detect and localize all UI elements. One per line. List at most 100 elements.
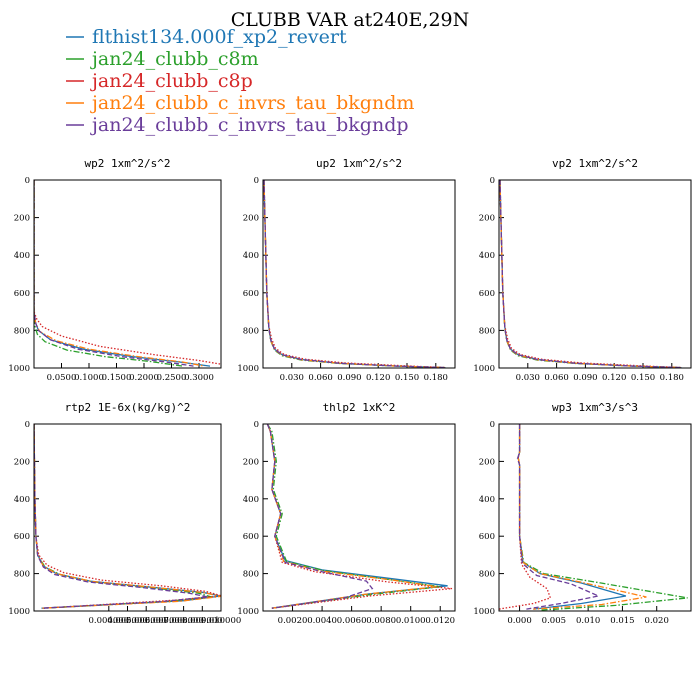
panel-1-ytick-label: 600 <box>14 289 30 299</box>
panel-2-ytick-label: 1000 <box>237 364 259 374</box>
panel-5-series-2-line <box>266 424 441 609</box>
panel-6: wp3 1xm^3/s^3 0 200 400 600 800 1000 0.000 0.005… <box>473 401 692 626</box>
panel-4-xtick-label: 0.006000 <box>126 616 167 626</box>
panel-5-series-3-line <box>266 424 453 609</box>
panel-5-xtick-label: 0.0040 <box>307 616 337 626</box>
panel-5-ytick-label: 800 <box>243 570 259 580</box>
panel-6-series-5-line <box>516 424 601 610</box>
panel-1-xtick-label: 0.0500 <box>47 373 77 383</box>
panel-2-ytick-label: 200 <box>243 214 259 224</box>
panel-5-xtick-label: 0.0080 <box>366 616 396 626</box>
panel-2-series-5-line <box>263 180 446 368</box>
panel-2-series-2-line <box>263 180 446 368</box>
panel-2-ytick-label: 0 <box>254 176 259 186</box>
panel-4-xtick-label: 0.007000 <box>145 616 186 626</box>
panel-3-xtick-label: 0.090 <box>573 373 597 383</box>
panel-4-ytick-label: 800 <box>14 570 30 580</box>
panel-1-ytick-label: 1000 <box>8 364 30 374</box>
panel-5-ytick-label: 200 <box>243 457 259 467</box>
panel-5-xtick-label: 0.0020 <box>278 616 308 626</box>
panel-3-ytick-label: 1000 <box>473 364 495 374</box>
panel-6-xtick-label: 0.015 <box>610 616 634 626</box>
panel-4-frame <box>33 423 222 612</box>
panel-6-series-3-line <box>499 424 552 610</box>
panel-3-ytick-label: 400 <box>479 251 495 261</box>
legend: flthist134.000f_xp2_revertjan24_clubb_c8… <box>66 26 414 136</box>
legend-label-1: flthist134.000f_xp2_revert <box>92 26 347 48</box>
panel-1-ytick-label: 0 <box>25 176 30 186</box>
panel-4-xtick-label: 0.010000 <box>201 616 242 626</box>
legend-label-3: jan24_clubb_c8p <box>90 70 253 92</box>
panel-3-series-1-line <box>499 180 682 368</box>
panel-5-ytick-label: 0 <box>254 420 259 430</box>
panel-3-series-5-line <box>499 180 682 368</box>
panel-2-series-1-line <box>263 180 446 368</box>
panel-2-xtick-label: 0.180 <box>424 373 448 383</box>
panel-3: vp2 1xm^2/s^2 0 200 400 600 800 1000 0.030 0.060… <box>473 157 692 383</box>
panel-1-xtick-label: 0.2500 <box>157 373 187 383</box>
panel-4-series-3-line <box>34 424 221 609</box>
panel-5-title: thlp2 1xK^2 <box>323 401 396 414</box>
panel-3-ytick-label: 800 <box>479 326 495 336</box>
panel-1-series-2-line <box>34 180 183 367</box>
figure-title: CLUBB VAR at240E,29N <box>231 9 470 31</box>
panels: wp2 1xm^2/s^2 0 200 400 600 800 1000 0.05000.10… <box>8 157 692 626</box>
panel-1-series-4-line <box>34 180 205 367</box>
panel-4-series-1-line <box>34 424 221 609</box>
panel-4-title: rtp2 1E-6x(kg/kg)^2 <box>65 401 191 414</box>
panel-3-frame <box>498 179 692 369</box>
panel-1-xtick-label: 0.2000 <box>129 373 159 383</box>
panel-3-xtick-label: 0.180 <box>660 373 684 383</box>
panel-3-ytick-label: 0 <box>490 176 495 186</box>
panel-2-series-3-line <box>263 180 446 368</box>
panel-6-series-4-line <box>517 424 647 610</box>
panel-2-frame <box>262 179 456 369</box>
panel-5: thlp2 1xK^2 0 200 400 600 800 1000 0.0020 0.0040… <box>237 401 456 626</box>
panel-5-ytick-label: 600 <box>243 532 259 542</box>
panel-4-xtick-label: 0.005000 <box>107 616 148 626</box>
panel-2: up2 1xm^2/s^2 0 200 400 600 800 1000 0.030 0.060… <box>237 157 456 383</box>
panel-2-ytick-label: 600 <box>243 289 259 299</box>
panel-5-series-4-line <box>266 424 438 609</box>
panel-3-xtick-label: 0.150 <box>631 373 655 383</box>
panel-3-xtick-label: 0.030 <box>516 373 540 383</box>
panel-4-series-2-line <box>34 424 212 609</box>
panel-1-ytick-label: 800 <box>14 326 30 336</box>
panel-4-ytick-label: 400 <box>14 495 30 505</box>
panel-3-series-3-line <box>499 180 682 368</box>
panel-4-ytick-label: 0 <box>25 420 30 430</box>
panel-4-xtick-label: 0.008000 <box>163 616 204 626</box>
panel-4-xtick-label: 0.004000 <box>89 616 130 626</box>
panel-4-series-4-line <box>34 424 221 609</box>
panel-3-title: vp2 1xm^2/s^2 <box>552 157 638 170</box>
panel-2-title: up2 1xm^2/s^2 <box>316 157 402 170</box>
panel-6-series-1-line <box>517 424 627 610</box>
panel-3-ytick-label: 600 <box>479 289 495 299</box>
panel-4-ytick-label: 600 <box>14 532 30 542</box>
panel-2-ytick-label: 400 <box>243 251 259 261</box>
panel-6-ytick-label: 600 <box>479 532 495 542</box>
panel-2-xtick-label: 0.120 <box>366 373 390 383</box>
legend-label-2: jan24_clubb_c8m <box>90 48 259 70</box>
panel-3-xtick-label: 0.060 <box>544 373 568 383</box>
panel-1-frame <box>33 179 222 369</box>
panel-2-xtick-label: 0.150 <box>395 373 419 383</box>
panel-1-title: wp2 1xm^2/s^2 <box>84 157 170 170</box>
panel-5-series-1-line <box>266 424 448 609</box>
panel-1-xtick-label: 0.1000 <box>74 373 104 383</box>
panel-1-ytick-label: 400 <box>14 251 30 261</box>
panel-5-xtick-label: 0.0060 <box>337 616 367 626</box>
panel-3-xtick-label: 0.120 <box>602 373 626 383</box>
panel-5-xtick-label: 0.0120 <box>425 616 455 626</box>
legend-label-5: jan24_clubb_c_invrs_tau_bkgndp <box>90 114 409 136</box>
panel-1-ytick-label: 200 <box>14 214 30 224</box>
panel-3-series-4-line <box>499 180 682 368</box>
panel-4-ytick-label: 200 <box>14 457 30 467</box>
panel-2-xtick-label: 0.030 <box>280 373 304 383</box>
panel-1-xtick-label: 0.3000 <box>184 373 214 383</box>
panel-6-ytick-label: 400 <box>479 495 495 505</box>
panel-5-ytick-label: 400 <box>243 495 259 505</box>
legend-label-4: jan24_clubb_c_invrs_tau_bkgndm <box>90 92 414 114</box>
panel-1-xtick-label: 0.1500 <box>102 373 132 383</box>
